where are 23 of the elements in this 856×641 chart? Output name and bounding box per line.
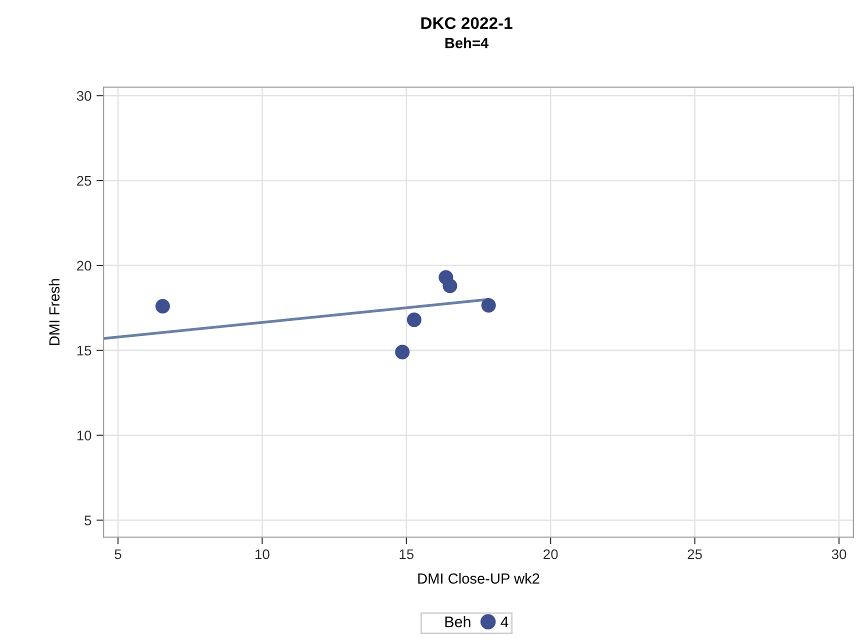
point <box>442 278 458 294</box>
y-axis-title: DMI Fresh <box>48 279 60 345</box>
x-tick-label: 15 <box>400 549 414 560</box>
y-tick-label: 30 <box>76 91 92 101</box>
x-tick-label: 5 <box>114 549 122 560</box>
x-axis-title: DMI Close-UP wk2 <box>418 573 540 584</box>
x-tick-label: 25 <box>688 549 702 560</box>
point <box>481 298 496 313</box>
x-tick-label: 30 <box>832 549 846 560</box>
chart-title: DKC 2022-1 <box>421 17 512 30</box>
point <box>395 344 410 360</box>
chart-subtitle: Beh=4 <box>445 38 489 48</box>
legend-label: 4 <box>500 616 508 628</box>
point <box>155 298 170 314</box>
y-tick-label: 15 <box>77 346 92 356</box>
y-tick-label: 5 <box>84 516 92 526</box>
y-tick-label: 20 <box>77 260 92 271</box>
point <box>406 312 422 328</box>
y-tick-label: 10 <box>77 430 92 440</box>
x-tick-label: 20 <box>544 549 558 560</box>
legend-title: Beh <box>445 616 470 628</box>
y-tick-label: 25 <box>77 176 92 186</box>
x-tick-label: 10 <box>256 549 270 560</box>
